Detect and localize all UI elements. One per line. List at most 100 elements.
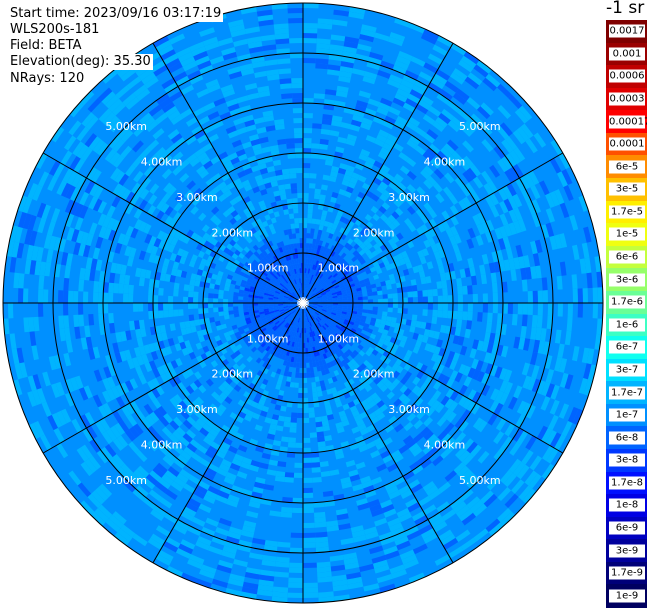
backscatter-cell <box>294 218 299 223</box>
backscatter-cell <box>306 358 309 363</box>
backscatter-cell <box>93 281 99 292</box>
backscatter-cell <box>442 288 448 296</box>
backscatter-cell <box>218 311 224 316</box>
backscatter-cell <box>303 563 317 568</box>
backscatter-cell <box>303 503 314 508</box>
backscatter-cell <box>173 310 179 317</box>
backscatter-cell <box>406 319 412 325</box>
backscatter-cell <box>417 290 422 297</box>
backscatter-cell <box>297 358 300 363</box>
backscatter-cell <box>312 477 322 483</box>
backscatter-cell <box>303 478 312 483</box>
backscatter-cell <box>283 422 290 428</box>
backscatter-cell <box>468 303 473 312</box>
backscatter-cell <box>303 363 306 368</box>
range-ring-label: 4.00km <box>424 438 466 451</box>
backscatter-cell <box>308 407 314 412</box>
colorbar-tick-label: 0.0017 <box>609 25 645 38</box>
backscatter-cell <box>512 314 518 325</box>
backscatter-cell <box>303 543 316 548</box>
colorbar-tick-label: 1e-7 <box>609 409 645 422</box>
backscatter-cell <box>483 303 488 313</box>
backscatter-cell <box>118 284 124 294</box>
backscatter-cell <box>223 311 228 316</box>
backscatter-cell <box>295 223 299 228</box>
backscatter-cell <box>298 388 303 393</box>
backscatter-cell <box>297 248 300 253</box>
backscatter-cell <box>223 303 228 307</box>
backscatter-cell <box>168 296 173 303</box>
backscatter-cell <box>298 403 303 408</box>
backscatter-cell <box>290 183 297 188</box>
backscatter-cell <box>291 533 303 538</box>
backscatter-cell <box>189 279 195 286</box>
backscatter-cell <box>292 93 303 98</box>
backscatter-cell <box>583 288 588 303</box>
backscatter-cell <box>303 588 318 593</box>
backscatter-cell <box>303 228 307 233</box>
backscatter-cell <box>422 309 427 316</box>
backscatter-cell <box>213 307 218 312</box>
nrays-label: NRays: 120 <box>8 71 86 87</box>
backscatter-cell <box>289 168 296 174</box>
backscatter-cell <box>203 303 208 308</box>
backscatter-cell <box>303 538 316 543</box>
backscatter-cell <box>578 288 583 303</box>
backscatter-cell <box>296 168 303 173</box>
backscatter-cell <box>279 189 286 195</box>
backscatter-cell <box>310 228 314 233</box>
backscatter-cell <box>318 441 326 447</box>
backscatter-cell <box>303 138 312 143</box>
backscatter-cell <box>290 422 297 427</box>
backscatter-cell <box>303 238 306 243</box>
backscatter-cell <box>281 512 292 518</box>
backscatter-cell <box>193 292 198 298</box>
backscatter-cell <box>148 303 153 311</box>
backscatter-cell <box>363 296 368 300</box>
colorbar-tick-label: 0.0001 <box>609 138 645 151</box>
backscatter-cell <box>288 583 303 588</box>
backscatter-cell <box>68 291 73 303</box>
backscatter-cell <box>296 363 300 368</box>
backscatter-cell <box>168 310 174 317</box>
backscatter-cell <box>412 314 418 320</box>
backscatter-cell <box>411 320 417 327</box>
backscatter-cell <box>306 368 310 373</box>
backscatter-cell <box>372 291 377 295</box>
backscatter-cell <box>243 297 248 300</box>
backscatter-cell <box>308 208 313 213</box>
backscatter-cell <box>8 303 13 318</box>
backscatter-cell <box>407 292 412 298</box>
backscatter-cell <box>295 228 299 233</box>
backscatter-cell <box>163 310 169 318</box>
backscatter-cell <box>184 284 190 291</box>
backscatter-cell <box>303 523 315 528</box>
backscatter-cell <box>558 303 563 317</box>
backscatter-cell <box>412 291 417 297</box>
backscatter-cell <box>427 289 433 296</box>
backscatter-cell <box>393 303 398 308</box>
backscatter-cell <box>133 303 138 312</box>
colorbar-tick-label: 1e-5 <box>609 228 645 241</box>
backscatter-cell <box>303 223 307 228</box>
range-ring-label: 2.00km <box>212 368 254 381</box>
backscatter-cell <box>286 138 295 144</box>
backscatter-cell <box>309 183 316 188</box>
backscatter-cell <box>78 279 84 291</box>
backscatter-cell <box>63 303 68 316</box>
backscatter-cell <box>311 143 320 149</box>
backscatter-cell <box>373 307 378 311</box>
backscatter-cell <box>598 287 603 303</box>
backscatter-cell <box>443 303 448 311</box>
backscatter-cell <box>315 522 327 528</box>
backscatter-cell <box>296 368 300 373</box>
backscatter-cell <box>108 283 114 293</box>
colorbar-tick-label: 0.0006 <box>609 70 645 83</box>
backscatter-cell <box>193 297 198 303</box>
backscatter-cell <box>295 153 303 158</box>
backscatter-cell <box>203 298 208 303</box>
backscatter-cell <box>383 299 388 303</box>
backscatter-cell <box>412 285 418 291</box>
backscatter-cell <box>303 163 310 168</box>
backscatter-cell <box>153 303 158 311</box>
